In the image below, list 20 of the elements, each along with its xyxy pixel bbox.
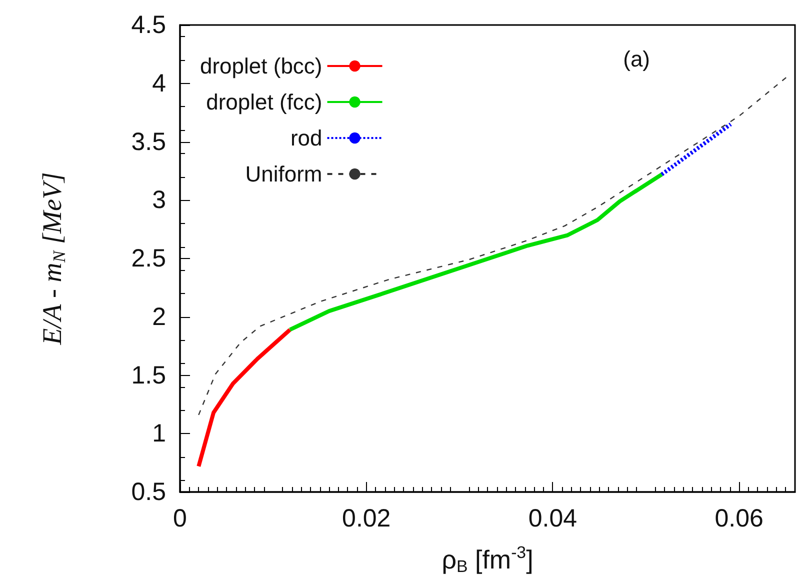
x-tick-label: 0.06 [714, 504, 764, 532]
y-tick-label: 0.5 [131, 478, 166, 506]
y-tick-label: 3 [152, 186, 166, 214]
y-axis-title: E/A - mN [MeV] [37, 172, 69, 346]
y-tick-label: 1 [152, 420, 166, 448]
x-tick-label: 0 [173, 504, 187, 532]
x-tick-label: 0.02 [342, 504, 391, 532]
x-tick-label: 0.04 [528, 504, 578, 532]
legend-label: droplet (bcc) [200, 54, 322, 78]
legend-label: rod [290, 126, 322, 150]
y-tick-label: 3.5 [131, 128, 166, 156]
y-tick-label: 2 [152, 302, 166, 331]
annotation: (a) [623, 46, 650, 72]
y-tick-label: 1.5 [131, 361, 166, 390]
y-tick-label: 4 [152, 69, 166, 98]
legend-label: droplet (fcc) [206, 90, 322, 114]
y-tick-label: 4.5 [131, 11, 166, 39]
y-tick-label: 2.5 [131, 244, 166, 272]
legend-label: Uniform [245, 162, 322, 186]
line-series [196, 328, 292, 468]
